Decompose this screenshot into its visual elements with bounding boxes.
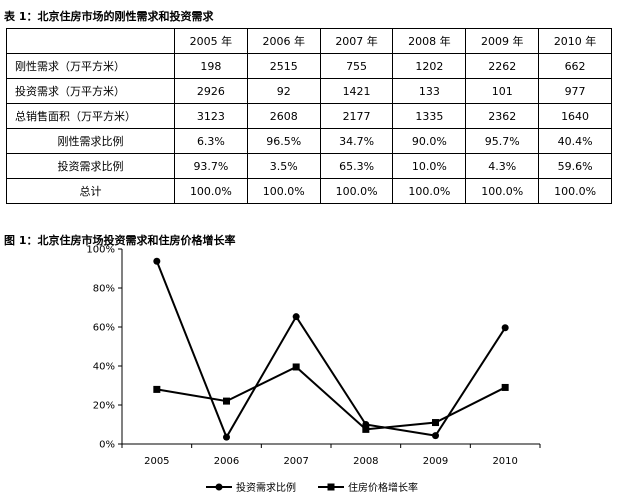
table-cell: 65.3% <box>319 153 394 179</box>
data-point-square <box>223 397 230 405</box>
table-header-cell: 2008 年 <box>392 28 467 54</box>
table-cell: 198 <box>174 53 248 79</box>
table-cell: 2177 <box>319 103 394 129</box>
table-cell: 133 <box>392 78 467 104</box>
table-cell: 1421 <box>319 78 394 104</box>
table-row-label: 投资需求（万平方米） <box>6 78 175 104</box>
table-cell: 1202 <box>392 53 467 79</box>
table-cell: 100.0% <box>246 178 321 204</box>
table-cell: 2262 <box>465 53 540 79</box>
data-point-circle <box>432 432 439 440</box>
data-point-square <box>362 425 370 433</box>
table-row: 投资需求（万平方米） 2926 92 1421 133 101 977 <box>6 78 612 104</box>
data-point-circle <box>501 324 509 332</box>
table-cell: 100.0% <box>174 178 248 204</box>
y-tick-label: 100% <box>86 245 115 256</box>
table-row-label: 总销售面积（万平方米） <box>6 103 175 129</box>
table-cell: 34.7% <box>319 128 394 154</box>
series-line-1 <box>155 260 507 440</box>
table-cell: 95.7% <box>465 128 540 154</box>
y-tick-label: 0% <box>99 440 115 451</box>
table-cell: 2515 <box>246 53 321 79</box>
table-cell: 100.0% <box>392 178 467 204</box>
x-tick-label: 2007 <box>283 456 308 467</box>
table-row: 总销售面积（万平方米） 3123 2608 2177 1335 2362 1640 <box>6 103 612 129</box>
y-tick-label: 40% <box>93 362 115 373</box>
data-point-square <box>292 363 300 371</box>
data-point-square <box>153 385 161 393</box>
data-point-circle <box>223 433 230 441</box>
table-cell: 6.3% <box>174 128 248 154</box>
x-tick-label: 2006 <box>214 456 239 467</box>
legend-marker-square <box>327 483 335 491</box>
table-header-cell: 2009 年 <box>465 28 540 54</box>
y-tick-label: 80% <box>93 284 115 295</box>
table-row-label: 刚性需求比例 <box>6 128 175 154</box>
table-row: 刚性需求（万平方米） 198 2515 755 1202 2262 662 <box>6 53 612 79</box>
y-tick-label: 60% <box>93 323 115 334</box>
table-header-cell: 2010 年 <box>538 28 612 54</box>
x-tick-label: 2010 <box>492 456 517 467</box>
x-tick-label: 2008 <box>353 456 378 467</box>
table-cell: 1640 <box>538 103 612 129</box>
legend-marker-circle <box>215 483 223 491</box>
legend-label: 住房价格增长率 <box>348 481 418 493</box>
table-cell: 40.4% <box>538 128 612 154</box>
data-point-square <box>432 419 439 427</box>
table-cell: 96.5% <box>246 128 321 154</box>
table-cell: 3123 <box>174 103 248 129</box>
table-cell: 93.7% <box>174 153 248 179</box>
table-cell: 100.0% <box>538 178 612 204</box>
table-row: 刚性需求比例 6.3% 96.5% 34.7% 90.0% 95.7% 40.4% <box>6 128 612 154</box>
legend-label: 投资需求比例 <box>236 481 296 493</box>
table-cell: 100.0% <box>319 178 394 204</box>
table-row: 投资需求比例 93.7% 3.5% 65.3% 10.0% 4.3% 59.6% <box>6 153 612 179</box>
table-cell: 100.0% <box>465 178 540 204</box>
table-cell: 101 <box>465 78 540 104</box>
x-tick-label: 2005 <box>144 456 169 467</box>
chart-caption: 图 1：北京住房市场投资需求和住房价格增长率 <box>4 234 236 247</box>
table-row-label: 总计 <box>6 178 175 204</box>
series-line-2 <box>156 365 506 431</box>
data-point-circle <box>153 257 161 265</box>
table-header-cell: 2007 年 <box>319 28 394 54</box>
table-cell: 755 <box>319 53 394 79</box>
table-cell: 2926 <box>174 78 248 104</box>
table-cell: 2608 <box>246 103 321 129</box>
table-cell: 10.0% <box>392 153 467 179</box>
table-cell: 1335 <box>392 103 467 129</box>
table-cell: 2362 <box>465 103 540 129</box>
demand-table: 2005 年 2006 年 2007 年 2008 年 2009 年 2010 年刚性需求… <box>6 28 612 204</box>
table-cell: 662 <box>538 53 612 79</box>
table-row: 总计 100.0% 100.0% 100.0% 100.0% 100.0% 100.0% <box>6 178 612 204</box>
x-tick-label: 2009 <box>423 456 448 467</box>
table-corner-cell <box>6 28 175 54</box>
table-row-label: 刚性需求（万平方米） <box>6 53 175 79</box>
data-point-circle <box>292 313 300 321</box>
table-cell: 59.6% <box>538 153 612 179</box>
table-cell: 3.5% <box>246 153 321 179</box>
line-chart: 0% 20% 40% 60% 80% 100% 2005 2006 2007 2008 2009 20… <box>86 245 541 493</box>
table-cell: 4.3% <box>465 153 540 179</box>
table-cell: 977 <box>538 78 612 104</box>
data-point-square <box>501 383 509 391</box>
table-header-cell: 2005 年 <box>174 28 248 54</box>
table-cell: 90.0% <box>392 128 467 154</box>
table-header-row: 2005 年 2006 年 2007 年 2008 年 2009 年 2010 年 <box>6 28 612 54</box>
table-caption: 表 1：北京住房市场的刚性需求和投资需求 <box>4 10 214 23</box>
y-tick-label: 20% <box>93 401 115 412</box>
table-cell: 92 <box>246 78 321 104</box>
table-header-cell: 2006 年 <box>246 28 321 54</box>
table-row-label: 投资需求比例 <box>6 153 175 179</box>
